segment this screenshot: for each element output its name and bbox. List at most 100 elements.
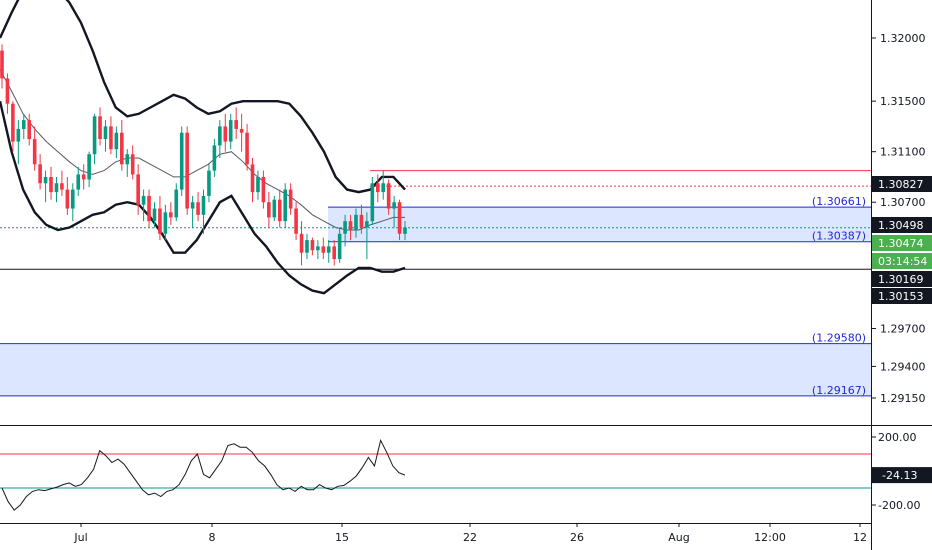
price-tick-label: 1.31100 [880, 146, 926, 159]
candle-body [103, 126, 108, 140]
candle-body [228, 120, 233, 142]
price-tag-label: 1.30169 [878, 273, 924, 286]
price-tag-bg [872, 217, 932, 233]
levels-layer [0, 170, 871, 270]
candle-body [386, 183, 391, 209]
candle-body [277, 199, 282, 222]
indicator-line [1, 438, 406, 511]
candle-body [365, 221, 369, 228]
time-tick-label: 12 [853, 531, 867, 544]
price-tick-label: 1.32000 [880, 32, 926, 45]
candle-body [310, 240, 315, 251]
price-tag-label: 1.30153 [878, 290, 924, 303]
candle-body [261, 176, 266, 203]
candle-body [5, 78, 10, 104]
candle-body [120, 132, 124, 165]
candle-body [381, 183, 386, 193]
candle-body [196, 202, 200, 215]
bollinger-middle [0, 69, 405, 231]
zone-rect [0, 343, 871, 396]
time-tick-label: 15 [335, 531, 349, 544]
candle-body [87, 154, 91, 180]
candle-body [267, 202, 271, 218]
zone-bottom-label: (1.29167) [812, 384, 866, 397]
candle-body [397, 202, 402, 234]
bollinger-lower [0, 100, 406, 295]
candle-body [43, 176, 48, 184]
price-tag-label: 1.30498 [878, 219, 924, 232]
price-tag-label: 03:14:54 [878, 255, 927, 268]
candle-body [316, 246, 320, 251]
indicator-axis[interactable]: 200.00 -200.00 -24.13 [872, 431, 932, 512]
candle-body [32, 139, 37, 165]
indicator-tick-label: -200.00 [878, 499, 920, 512]
candle-body [305, 240, 309, 253]
zone-top-label: (1.30661) [812, 195, 866, 208]
candle-body [223, 126, 228, 142]
price-pane[interactable]: (1.30661) (1.30387) (1.29580) (1.29167) [0, 0, 871, 397]
candle-body [49, 176, 53, 193]
candle-body [11, 103, 15, 142]
price-tag-label: 1.30474 [878, 237, 924, 250]
candle-body [392, 202, 396, 209]
candle-body [190, 202, 195, 209]
indicator-line-layer [1, 438, 406, 511]
candle-body [343, 221, 347, 234]
candle-body [218, 126, 222, 146]
candle-body [201, 195, 206, 215]
candle-body [272, 199, 277, 218]
candle-body [179, 132, 184, 190]
candle-body [283, 189, 287, 222]
time-tick-label: Jul [73, 531, 87, 544]
candle-body [288, 189, 293, 209]
candle-body [136, 174, 140, 205]
candle-body [256, 176, 260, 193]
candle-body [403, 227, 407, 234]
price-axis[interactable]: 1.32000 1.31500 1.31100 1.30700 1.29700 1.294… [872, 32, 926, 405]
candle-body [294, 208, 298, 234]
candle-body [60, 183, 64, 190]
candle-body [152, 208, 157, 222]
candle-body [141, 195, 146, 205]
price-tag-bg [872, 288, 932, 304]
candle-body [130, 154, 135, 175]
candle-body [147, 195, 151, 222]
candle-body [114, 132, 119, 150]
zone-rect [328, 207, 871, 242]
price-tick-label: 1.29700 [880, 323, 926, 336]
candle-body [65, 189, 70, 209]
candle-body [245, 132, 249, 165]
indicator-tick-label: 200.00 [878, 431, 917, 444]
price-tick-label: 1.29400 [880, 360, 926, 373]
candle-body [370, 183, 375, 222]
indicator-levels-layer [0, 453, 871, 489]
candle-body [337, 233, 342, 260]
price-tag-bg [872, 253, 932, 269]
zones-layer: (1.30661) (1.30387) (1.29580) (1.29167) [0, 195, 871, 397]
time-tick-label: 8 [209, 531, 216, 544]
indicator-pane[interactable] [0, 438, 871, 511]
time-axis[interactable]: Jul 8 15 22 26 Aug 12:00 12 [73, 523, 867, 544]
time-tick-label: Aug [668, 531, 689, 544]
indicator-current-tag-label: -24.13 [882, 469, 917, 482]
candle-body [76, 174, 81, 190]
price-tick-label: 1.30700 [880, 196, 926, 209]
price-tag-bg [872, 176, 932, 192]
candle-body [321, 246, 326, 253]
candle-body [81, 174, 86, 180]
candle-body [359, 214, 364, 228]
price-tags-layer: 1.30827 1.30498 1.30474 03:14:54 1.30169 1.30… [872, 176, 932, 304]
candle-body [207, 170, 211, 196]
candle-body [92, 116, 97, 155]
candle-body [185, 132, 189, 209]
zone-bottom-label: (1.30387) [812, 230, 866, 243]
bollinger-layer [0, 0, 406, 295]
candle-body [38, 164, 42, 184]
candle-body [299, 233, 304, 253]
candle-body [54, 183, 59, 193]
candle-body [125, 154, 130, 165]
candle-body [70, 189, 75, 209]
zone-top-label: (1.29580) [812, 332, 866, 345]
candle-body [326, 246, 331, 253]
